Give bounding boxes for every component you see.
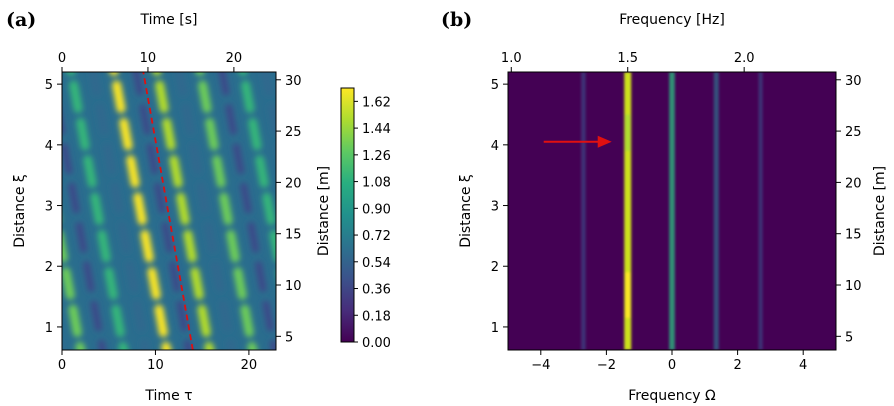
xlabel-b: Frequency Ω — [628, 388, 716, 404]
x-tick-label-a: 10 — [147, 358, 164, 373]
wave-trough — [175, 72, 236, 350]
x-tick-label-b: 4 — [799, 358, 807, 373]
top-xlabel-a: Time [s] — [140, 12, 198, 28]
wave-trough — [89, 72, 150, 350]
colorbar-tick-label: 0.54 — [362, 256, 391, 271]
x-tick-label-a: 0 — [58, 358, 66, 373]
colorbar-gradient — [340, 87, 355, 343]
wave-trough — [218, 72, 276, 350]
colorbar-tick-label: 1.26 — [362, 149, 391, 164]
band-hotspot — [625, 272, 631, 318]
wave-trough — [62, 115, 107, 350]
wave-crest — [109, 72, 172, 350]
right-tick-label-a: 10 — [285, 279, 302, 294]
right-tick-label-a: 5 — [285, 330, 293, 345]
y-tick-label-a: 1 — [45, 321, 53, 336]
x-tick-label-b: −2 — [597, 358, 616, 373]
right-tick-label-b: 30 — [845, 74, 862, 89]
colorbar-tick-label: 1.08 — [362, 176, 391, 191]
right-tick-label-b: 20 — [845, 176, 862, 191]
x-tick-label-b: 2 — [733, 358, 741, 373]
axes-a-frame — [61, 71, 277, 351]
panel-b-label: (b) — [441, 9, 472, 31]
y-tick-label-a: 2 — [45, 260, 53, 275]
wave-trough — [261, 72, 276, 149]
wave-crest — [238, 72, 276, 271]
y-tick-label-b: 3 — [491, 200, 499, 215]
red-arrow — [543, 135, 612, 148]
spectral-band — [669, 72, 675, 350]
colorbar-tick-label: 0.72 — [362, 229, 391, 244]
x-tick-label-a: 20 — [241, 358, 258, 373]
xlabel-a: Time τ — [144, 388, 192, 404]
panel-a-label: (a) — [6, 9, 36, 31]
top-tick-label-a: 0 — [58, 51, 66, 66]
colorbar-tick-label: 0.36 — [362, 283, 391, 298]
y-tick-label-a: 5 — [45, 78, 53, 93]
top-tick-label-a: 20 — [226, 51, 243, 66]
right-tick-label-a: 30 — [285, 74, 302, 89]
right-tick-label-a: 15 — [285, 228, 302, 243]
spectral-band — [713, 72, 719, 350]
y-tick-label-b: 5 — [491, 78, 499, 93]
right-tick-label-b: 10 — [845, 279, 862, 294]
right-ylabel-a: Distance [m] — [316, 166, 332, 256]
top-tick-label-b: 1.0 — [501, 51, 522, 66]
y-tick-label-a: 3 — [45, 200, 53, 215]
arrow-head — [597, 135, 612, 148]
spectral-band — [624, 72, 632, 350]
right-tick-label-b: 15 — [845, 228, 862, 243]
wave-crest — [152, 72, 215, 350]
right-tick-label-b: 5 — [845, 330, 853, 345]
colorbar-tick-label: 1.44 — [362, 122, 391, 137]
right-tick-label-a: 20 — [285, 176, 302, 191]
top-tick-label-b: 2.0 — [734, 51, 755, 66]
colorbar: 0.00 0.18 0.36 0.54 0.72 0.90 1.08 1.26 1.44 1.62 — [340, 87, 391, 351]
x-tick-label-b: 0 — [668, 358, 676, 373]
colorbar-tick-label: 0.00 — [362, 336, 391, 351]
wave-crest — [195, 72, 258, 350]
y-tick-label-b: 2 — [491, 260, 499, 275]
wave-crest — [66, 72, 129, 350]
colorbar-tick-label: 1.62 — [362, 95, 391, 110]
colorbar-tick-label: 0.90 — [362, 202, 391, 217]
y-tick-label-a: 4 — [45, 139, 53, 154]
top-xlabel-b: Frequency [Hz] — [619, 12, 725, 28]
wave-crest — [62, 226, 86, 350]
top-tick-label-a: 10 — [140, 51, 157, 66]
top-tick-label-b: 1.5 — [617, 51, 638, 66]
colorbar-tick-label: 0.18 — [362, 309, 391, 324]
heatmap-b — [581, 72, 763, 350]
y-tick-label-b: 1 — [491, 321, 499, 336]
ylabel-b: Distance ξ — [458, 174, 474, 247]
right-tick-label-b: 25 — [845, 125, 862, 140]
y-tick-label-b: 4 — [491, 139, 499, 154]
wave-trough — [132, 72, 193, 350]
band-hotspot — [625, 114, 631, 151]
red-dashed-line — [142, 72, 194, 350]
wave-trough — [304, 52, 364, 370]
wave-crest — [282, 52, 342, 370]
right-ylabel-b: Distance [m] — [872, 166, 888, 256]
spectral-band — [758, 72, 763, 350]
right-tick-label-a: 25 — [285, 125, 302, 140]
x-tick-label-b: −4 — [531, 358, 550, 373]
spectral-band — [581, 72, 586, 350]
heatmap-a — [62, 52, 364, 370]
ylabel-a: Distance ξ — [12, 174, 28, 247]
